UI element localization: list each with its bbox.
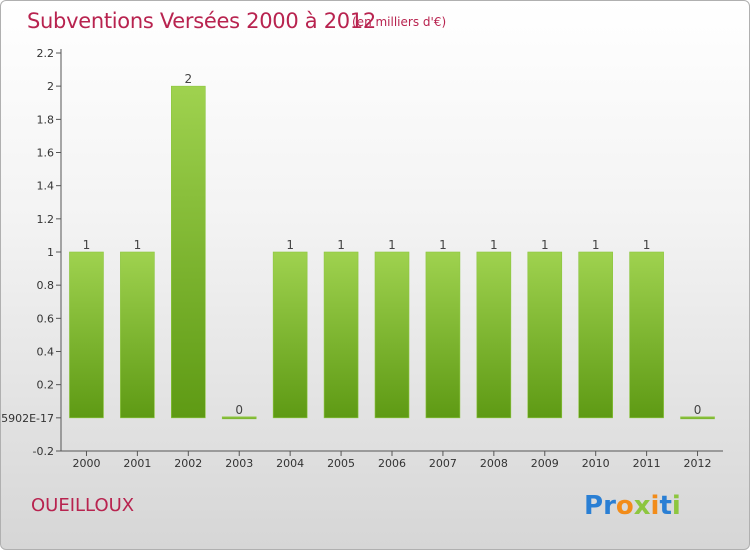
x-tick-label: 2005 [327,457,355,470]
bar-2009 [527,251,563,419]
logo-letter: t [659,491,672,521]
bar-value-label: 1 [134,238,142,252]
bar-2004 [272,251,308,419]
y-tick-label: 1.2 [37,213,55,226]
y-tick-label: 0.6 [37,312,55,325]
bar-value-label: 1 [541,238,549,252]
bar-value-label: 1 [592,238,600,252]
chart-title: Subventions Versées 2000 à 2012 [27,9,376,33]
bar-2011 [629,251,664,419]
bar-2001 [120,251,155,419]
bar-value-label: 1 [286,238,294,252]
bar-value-label: 0 [235,403,243,417]
chart-subtitle: (en milliers d'€) [352,15,447,29]
bars [69,85,715,420]
proxiti-logo[interactable]: Proxiti [584,491,681,521]
x-tick-label: 2001 [123,457,151,470]
y-tick-label: 2.2 [37,47,55,60]
x-tick-label: 2006 [378,457,406,470]
bar-2000 [69,251,104,419]
y-tick-label: -1.5265566588595902E-17 [1,412,54,425]
bar-2010 [578,251,613,419]
x-tick-label: 2003 [225,457,253,470]
bar-2003 [221,416,257,420]
x-tick-label: 2008 [480,457,508,470]
bar-value-label: 1 [388,238,396,252]
commune-name: OUEILLOUX [31,495,135,516]
y-tick-label: -0.2 [33,445,54,458]
y-tick-label: 1.6 [37,147,55,160]
bar-2007 [425,251,461,419]
logo-letter: i [671,491,681,521]
axes: 2.2 2 1.8 1.6 1.4 1.2 1 0.8 0.6 0.4 0.2 -1.52655665… [1,47,723,470]
x-tick-label: 2012 [684,457,712,470]
x-tick-label: 2004 [276,457,304,470]
bar-value-label: 1 [83,238,91,252]
y-tick-label: 0.2 [37,379,55,392]
x-tick-label: 2002 [174,457,202,470]
y-tick-label: 1.8 [37,113,55,126]
bar-value-label: 1 [490,238,498,252]
y-tick-label: 1.4 [37,180,55,193]
bar-value-label: 2 [184,72,192,86]
bar-2008 [476,251,512,419]
x-tick-label: 2009 [531,457,559,470]
labels: 1 1 2 0 1 1 1 1 1 1 1 1 0 [83,72,702,417]
bar-value-label: 1 [439,238,447,252]
bar-value-label: 0 [694,403,702,417]
bar-2002 [171,85,206,419]
bar-2012 [680,416,715,420]
x-tick-label: 2007 [429,457,457,470]
logo-letter: x [633,491,651,521]
y-tick-label: 1 [47,246,54,259]
bar-2005 [323,251,359,419]
logo-letter: o [615,491,634,521]
bar-value-label: 1 [337,238,345,252]
x-tick-label: 2010 [582,457,610,470]
logo-letter: i [650,491,660,521]
bar-value-label: 1 [643,238,651,252]
y-tick-label: 0.8 [37,279,55,292]
x-tick-label: 2000 [72,457,100,470]
y-tick-label: 2 [47,80,54,93]
logo-letter: r [603,491,616,521]
x-tick-label: 2011 [633,457,661,470]
logo-letter: P [584,491,604,521]
y-tick-label: 0.4 [37,346,55,359]
bar-2006 [374,251,410,419]
